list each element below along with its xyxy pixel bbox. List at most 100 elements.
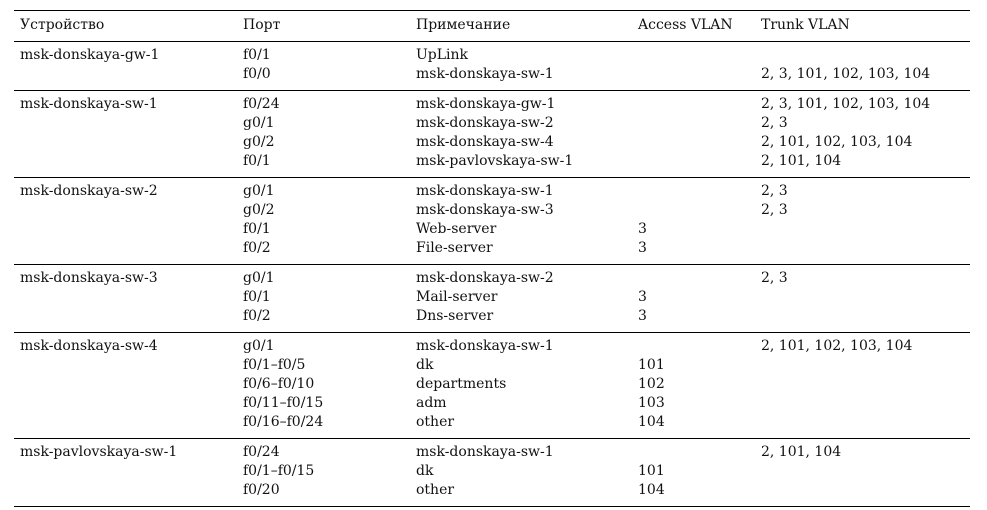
port-cell: f0/24: [243, 444, 280, 460]
access-vlan-cell: 3: [638, 221, 647, 237]
header-device: Устройство: [20, 17, 105, 33]
trunk-vlan-cell: 2, 3, 101, 102, 103, 104: [761, 66, 931, 82]
device-cell: msk-donskaya-sw-2: [20, 183, 158, 199]
device-cell: [14, 375, 237, 394]
note-cell: dk: [416, 463, 434, 479]
access-vlan-cell: [632, 133, 755, 152]
device-group: msk-donskaya-sw-1 f0/24 msk-donskaya-gw-1 2…: [14, 91, 970, 178]
trunk-vlan-cell: 2, 3: [761, 115, 788, 131]
note-cell: msk-donskaya-sw-2: [416, 115, 554, 131]
access-vlan-cell: [632, 333, 755, 357]
device-cell: [14, 220, 237, 239]
header-row: Устройство Порт Примечание Access VLAN T…: [14, 10, 970, 42]
trunk-vlan-cell: 2, 101, 102, 103, 104: [761, 338, 913, 354]
table-row: f0/1 Web-server 3: [14, 220, 970, 239]
note-cell: UpLink: [416, 47, 469, 63]
table-row: msk-donskaya-gw-1 f0/1 UpLink: [14, 42, 970, 66]
trunk-vlan-cell: [755, 220, 970, 239]
trunk-vlan-cell: [755, 394, 970, 413]
device-cell: msk-pavlovskaya-sw-1: [20, 444, 178, 460]
port-cell: f0/1–f0/15: [243, 463, 315, 479]
port-cell: g0/2: [243, 202, 275, 218]
table-row: msk-donskaya-sw-1 f0/24 msk-donskaya-gw-1 2…: [14, 91, 970, 115]
note-cell: msk-donskaya-gw-1: [416, 96, 556, 112]
table-row: msk-donskaya-sw-2 g0/1 msk-donskaya-sw-1 2,…: [14, 178, 970, 202]
note-cell: File-server: [416, 240, 493, 256]
trunk-vlan-cell: 2, 3: [761, 270, 788, 286]
table-row: f0/2 File-server 3: [14, 239, 970, 265]
table-row: f0/11–f0/15 adm 103: [14, 394, 970, 413]
access-vlan-cell: [632, 91, 755, 115]
table-row: msk-donskaya-sw-4 g0/1 msk-donskaya-sw-1 2,…: [14, 333, 970, 357]
port-cell: f0/6–f0/10: [243, 376, 315, 392]
access-vlan-cell: [632, 152, 755, 178]
table-row: f0/1–f0/15 dk 101: [14, 462, 970, 481]
note-cell: msk-donskaya-sw-1: [416, 183, 554, 199]
device-cell: [14, 152, 237, 178]
table-row: g0/2 msk-donskaya-sw-4 2, 101, 102, 103, 1…: [14, 133, 970, 152]
port-cell: f0/16–f0/24: [243, 414, 324, 430]
port-cell: f0/24: [243, 96, 280, 112]
port-cell: f0/11–f0/15: [243, 395, 324, 411]
header-access-vlan: Access VLAN: [638, 17, 733, 33]
port-cell: g0/1: [243, 115, 275, 131]
device-group: msk-donskaya-gw-1 f0/1 UpLink f0/0 msk-donsk…: [14, 42, 970, 91]
device-cell: msk-donskaya-gw-1: [20, 47, 160, 63]
port-cell: g0/1: [243, 270, 275, 286]
access-vlan-cell: 3: [638, 240, 647, 256]
note-cell: other: [416, 414, 455, 430]
trunk-vlan-cell: [755, 288, 970, 307]
access-vlan-cell: [632, 439, 755, 463]
port-cell: f0/1: [243, 153, 271, 169]
trunk-vlan-cell: 2, 101, 102, 103, 104: [761, 134, 913, 150]
trunk-vlan-cell: [755, 375, 970, 394]
port-cell: f0/1–f0/5: [243, 357, 306, 373]
note-cell: Dns-server: [416, 308, 494, 324]
access-vlan-cell: 102: [638, 376, 665, 392]
trunk-vlan-cell: [755, 239, 970, 265]
port-cell: f0/1: [243, 221, 271, 237]
access-vlan-cell: 3: [638, 289, 647, 305]
device-cell: [14, 201, 237, 220]
device-cell: msk-donskaya-sw-3: [20, 270, 158, 286]
device-cell: [14, 114, 237, 133]
device-cell: [14, 307, 237, 333]
device-cell: [14, 462, 237, 481]
device-cell: [14, 133, 237, 152]
table-row: g0/2 msk-donskaya-sw-3 2, 3: [14, 201, 970, 220]
device-group: msk-donskaya-sw-4 g0/1 msk-donskaya-sw-1 2,…: [14, 333, 970, 439]
device-group: msk-donskaya-sw-3 g0/1 msk-donskaya-sw-2 2,…: [14, 265, 970, 333]
trunk-vlan-cell: 2, 3: [761, 202, 788, 218]
access-vlan-cell: 103: [638, 395, 665, 411]
device-cell: [14, 288, 237, 307]
access-vlan-cell: [632, 178, 755, 202]
header-trunk-vlan: Trunk VLAN: [761, 17, 850, 33]
access-vlan-cell: [632, 42, 755, 66]
note-cell: dk: [416, 357, 434, 373]
device-group: msk-pavlovskaya-sw-1 f0/24 msk-donskaya-sw…: [14, 439, 970, 507]
trunk-vlan-cell: 2, 3, 101, 102, 103, 104: [761, 96, 931, 112]
table-row: f0/6–f0/10 departments 102: [14, 375, 970, 394]
access-vlan-cell: [632, 114, 755, 133]
table-header: Устройство Порт Примечание Access VLAN T…: [14, 10, 970, 42]
note-cell: msk-donskaya-sw-1: [416, 338, 554, 354]
table-row: f0/0 msk-donskaya-sw-1 2, 3, 101, 102, 103…: [14, 65, 970, 91]
port-cell: g0/1: [243, 338, 275, 354]
header-note: Примечание: [416, 17, 511, 33]
access-vlan-cell: 3: [638, 308, 647, 324]
port-cell: g0/2: [243, 134, 275, 150]
table-row: g0/1 msk-donskaya-sw-2 2, 3: [14, 114, 970, 133]
device-cell: msk-donskaya-sw-4: [20, 338, 158, 354]
access-vlan-cell: [632, 65, 755, 91]
trunk-vlan-cell: [755, 307, 970, 333]
trunk-vlan-cell: 2, 101, 104: [761, 153, 842, 169]
note-cell: msk-pavlovskaya-sw-1: [416, 153, 574, 169]
note-cell: msk-donskaya-sw-2: [416, 270, 554, 286]
port-cell: f0/1: [243, 289, 271, 305]
device-cell: [14, 481, 237, 507]
device-group: msk-donskaya-sw-2 g0/1 msk-donskaya-sw-1 2,…: [14, 178, 970, 265]
access-vlan-cell: 104: [638, 482, 665, 498]
note-cell: Web-server: [416, 221, 497, 237]
trunk-vlan-cell: 2, 3: [761, 183, 788, 199]
device-cell: [14, 413, 237, 439]
